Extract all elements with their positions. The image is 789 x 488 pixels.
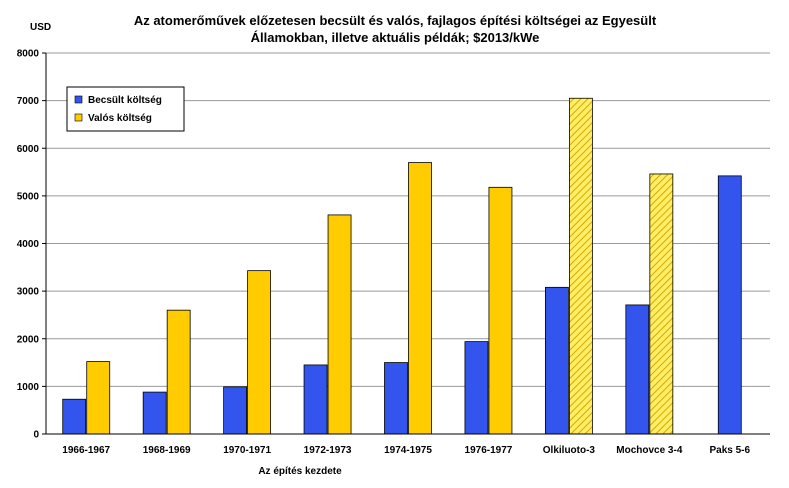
x-axis-categories: 1966-1967 1968-1969 1970-1971 1972-1973 1974… [62, 445, 750, 456]
x-category-label: Mochovce 3-4 [616, 445, 683, 456]
y-tick-label: 7000 [17, 96, 40, 107]
bar-actual [327, 214, 352, 435]
legend-swatch-estimated [74, 95, 83, 104]
legend-label-actual: Valós költség [88, 113, 152, 124]
y-tick-label: 4000 [17, 239, 40, 250]
legend-box [66, 86, 185, 132]
x-category-label: 1970-1971 [223, 445, 271, 456]
y-tick-label: 3000 [17, 287, 40, 298]
y-tick-label: 8000 [17, 49, 40, 60]
x-category-label: 1972-1973 [304, 445, 352, 456]
x-category-label: 1974-1975 [384, 445, 432, 456]
y-tick-label: 0 [33, 430, 39, 441]
bar-actual [247, 270, 272, 435]
x-category-label: Paks 5-6 [709, 445, 750, 456]
x-category-label: 1976-1977 [465, 445, 513, 456]
bar-actual-hatched [649, 173, 674, 435]
y-unit-label: USD [30, 22, 51, 33]
legend-label-estimated: Becsült költség [88, 95, 162, 106]
bar-actual [488, 186, 513, 435]
y-tick-label: 6000 [17, 144, 40, 155]
axes [45, 53, 770, 435]
bar-estimated [717, 175, 742, 435]
legend: Becsült költség Valós költség [66, 86, 185, 132]
bar-estimated [544, 286, 569, 435]
chart-title-line1: Az atomerőművek előzetesen becsült és va… [134, 13, 657, 28]
bar-actual [86, 361, 111, 435]
bar-estimated [464, 341, 489, 435]
y-tick-label: 5000 [17, 191, 40, 202]
x-category-label: Olkiluoto-3 [543, 445, 596, 456]
bar-actual [408, 162, 432, 435]
x-axis-label: Az építés kezdete [258, 466, 342, 477]
x-category-label: 1968-1969 [143, 445, 191, 456]
bar-estimated [223, 386, 248, 435]
x-category-label: 1966-1967 [62, 445, 110, 456]
y-axis-ticks: 0 1000 2000 3000 4000 5000 6000 7000 8000 [17, 49, 46, 441]
y-tick-label: 2000 [17, 334, 40, 345]
bar-estimated [625, 304, 650, 435]
gridlines [46, 52, 770, 435]
bars [62, 97, 742, 435]
bar-actual [166, 309, 191, 435]
bar-actual-hatched [568, 97, 593, 435]
bar-estimated [303, 364, 328, 435]
bar-estimated [384, 362, 408, 435]
y-tick-label: 1000 [17, 382, 40, 393]
bar-estimated [142, 391, 167, 435]
chart-title-line2: Államokban, illetve aktuális példák; $20… [251, 30, 540, 45]
legend-swatch-actual [74, 113, 83, 122]
bar-estimated [62, 398, 87, 435]
